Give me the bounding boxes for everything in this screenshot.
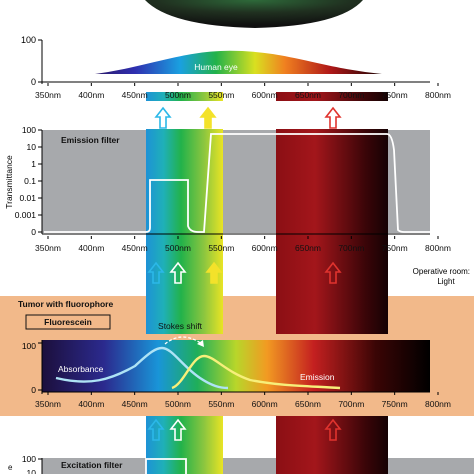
eye-wl-tick-label: 750nm xyxy=(382,90,408,100)
fluorophore-box xyxy=(25,314,111,330)
tumor-wl-tick-label: 350nm xyxy=(35,399,61,409)
emission-wl-tick-label: 450nm xyxy=(122,243,148,253)
cyan-light-arrow xyxy=(147,261,165,284)
tumor-wl-tick-label: 500nm xyxy=(165,399,191,409)
eye-ytick-0: 0 xyxy=(31,77,36,87)
yellow-light-arrow xyxy=(199,106,217,129)
emission-label: Emission xyxy=(300,372,335,382)
tumor-wl-tick-label: 550nm xyxy=(208,399,234,409)
emission-filter-label: Emission filter xyxy=(61,135,120,145)
transmittance-axis-label: Transmittance xyxy=(4,155,14,209)
emission-ytick-1: 1 xyxy=(31,159,36,169)
light-arrows xyxy=(147,106,342,441)
emission-wl-tick-label: 750nm xyxy=(382,243,408,253)
tumor-wl-tick-label: 750nm xyxy=(382,399,408,409)
tumor-wl-tick-label: 600nm xyxy=(252,399,278,409)
white-light-arrow xyxy=(169,418,187,441)
human-eye-label: Human eye xyxy=(194,62,238,72)
tumor-wl-tick-label: 450nm xyxy=(122,399,148,409)
human-eye-panel: 100 0 Human eye xyxy=(0,0,474,92)
yellow-light-arrow xyxy=(205,261,223,284)
eye-wl-tick-label: 450nm xyxy=(122,90,148,100)
emission-ytick-0: 0 xyxy=(31,227,36,237)
red-light-arrow xyxy=(324,261,342,284)
excitation-transmittance-curve xyxy=(145,458,187,474)
stokes-shift-arrow xyxy=(164,336,203,345)
excitation-ytick-100: 100 xyxy=(22,454,36,464)
operative-room-label-line1: Operative room: xyxy=(413,267,470,276)
emission-filter-gray-middle xyxy=(223,130,276,233)
cyan-light-arrow xyxy=(154,106,172,129)
excitation-filter-gray-middle xyxy=(223,458,276,474)
operative-room-label-line2: Light xyxy=(437,277,455,286)
emission-filter-panel: Emission filter 100 10 1 0.1 0.01 0.001 … xyxy=(0,101,474,237)
emission-filter-gray-right xyxy=(388,130,430,233)
emission-ytick-0.001: 0.001 xyxy=(15,210,37,220)
tumor-wl-tick-label: 650nm xyxy=(295,399,321,409)
emission-ytick-100: 100 xyxy=(22,125,36,135)
emission-transmittance-curve xyxy=(44,133,430,233)
emission-wl-tick-label: 600nm xyxy=(252,243,278,253)
emission-ytick-10: 10 xyxy=(27,142,37,152)
tumor-ytick-100: 100 xyxy=(22,341,36,351)
stokes-shift-label: Stokes shift xyxy=(158,321,203,331)
eye-wl-tick-label: 500nm xyxy=(165,90,191,100)
eye-wl-tick-label: 550nm xyxy=(208,90,234,100)
tumor-wl-tick-label: 400nm xyxy=(78,399,104,409)
excitation-filter-gray-left xyxy=(42,458,146,474)
emission-wl-tick-label: 400nm xyxy=(78,243,104,253)
emission-wl-tick-label: 550nm xyxy=(208,243,234,253)
fluorophore-name: Fluorescein xyxy=(44,317,92,327)
red-light-arrow xyxy=(324,418,342,441)
absorbance-curve xyxy=(55,346,229,390)
tumor-ytick-0: 0 xyxy=(31,385,36,395)
emission-wl-tick-label: 350nm xyxy=(35,243,61,253)
eye-wl-tick-label: 650nm xyxy=(295,90,321,100)
eye-ytick-100: 100 xyxy=(21,35,36,45)
tumor-title: Tumor with fluorophore xyxy=(18,299,113,309)
emission-ytick-0.1: 0.1 xyxy=(24,176,36,186)
tumor-wl-tick-label: 700nm xyxy=(338,399,364,409)
absorbance-label: Absorbance xyxy=(58,364,104,374)
excitation-axis-label-fragment: e xyxy=(8,463,13,472)
emission-wl-tick-label: 700nm xyxy=(338,243,364,253)
eye-wl-tick-label: 600nm xyxy=(252,90,278,100)
red-light-arrow xyxy=(324,106,342,129)
excitation-filter-panel: Excitation filter 100 10 e xyxy=(0,416,474,474)
eye-wl-tick-label: 350nm xyxy=(35,90,61,100)
emission-yticks: 100 10 1 0.1 0.01 0.001 0 xyxy=(15,125,42,237)
emission-ytick-0.01: 0.01 xyxy=(19,193,36,203)
excitation-ytick-10: 10 xyxy=(27,468,37,474)
white-light-arrow xyxy=(177,106,195,129)
operative-room-gap: Operative room: Light xyxy=(0,252,474,296)
excitation-filter-gray-right xyxy=(388,458,474,474)
eye-wl-tick-label: 800nm xyxy=(425,90,451,100)
white-light-arrow xyxy=(169,261,187,284)
emission-wl-tick-label: 650nm xyxy=(295,243,321,253)
tumor-fluorophore-panel: Tumor with fluorophore Fluorescein 100 0… xyxy=(0,296,474,416)
emission-filter-gray-left xyxy=(42,130,146,233)
cyan-light-arrow xyxy=(147,418,165,441)
eye-image xyxy=(145,0,363,28)
spectrum-plot xyxy=(42,340,430,392)
excitation-filter-label: Excitation filter xyxy=(61,460,123,470)
human-eye-sensitivity-curve xyxy=(90,50,390,74)
tumor-wl-tick-label: 800nm xyxy=(425,399,451,409)
emission-wl-tick-label: 500nm xyxy=(165,243,191,253)
eye-wl-tick-label: 400nm xyxy=(78,90,104,100)
emission-curve xyxy=(171,354,341,390)
wavelength-axes: 350nm 400nm 450nm 500nm 550nm 600nm 650nm 700nm… xyxy=(35,83,451,409)
eye-wl-tick-label: 700nm xyxy=(338,90,364,100)
emission-wl-tick-label: 800nm xyxy=(425,243,451,253)
